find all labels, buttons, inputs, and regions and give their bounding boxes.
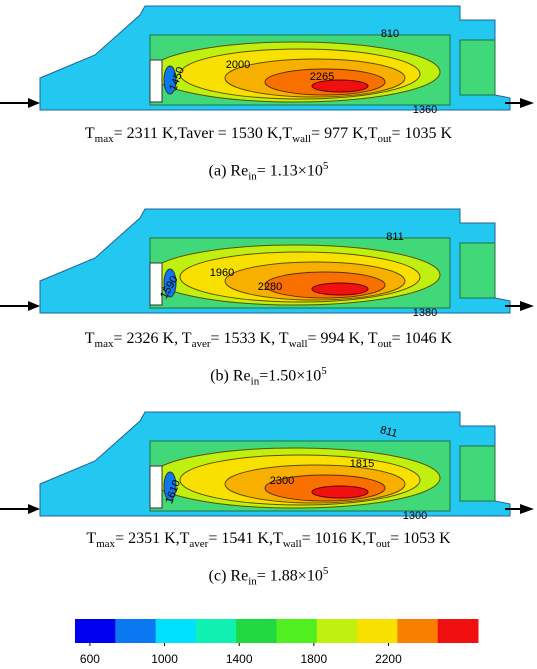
superscript: 5 <box>323 565 329 577</box>
text: = 2326 K, T <box>114 330 192 347</box>
arrow-head <box>28 98 40 108</box>
contour-label: 2000 <box>226 59 250 71</box>
text: = 1016 K,T <box>302 530 376 547</box>
text: (c) Re <box>209 567 249 584</box>
text: = 2311 K,Taver = 1530 K,T <box>114 125 293 142</box>
outer-pocket <box>460 446 495 501</box>
text: = 1533 K, T <box>211 330 289 347</box>
colorbar: 600 1000 1400 1800 2200 <box>0 609 537 669</box>
text: T <box>85 330 95 347</box>
colorbar-swatch <box>115 619 156 643</box>
contour-label: 810 <box>381 28 399 40</box>
arrow-head <box>28 301 40 311</box>
text: (b) Re <box>210 367 250 384</box>
colorbar-swatch <box>438 619 479 643</box>
subscript: in <box>248 576 257 588</box>
outer-pocket <box>460 243 495 298</box>
subscript: wall <box>289 338 308 350</box>
text: = 1053 K <box>390 530 451 547</box>
zone <box>312 283 368 295</box>
superscript: 5 <box>321 365 327 377</box>
inlet-block <box>150 263 162 305</box>
subscript: max <box>95 133 114 145</box>
subscript: wall <box>292 133 311 145</box>
colorbar-swatch <box>236 619 277 643</box>
arrow-head <box>520 98 534 108</box>
stats-line: Tmax= 2351 K,Taver= 1541 K,Twall= 1016 K… <box>0 530 537 550</box>
caption: (b) Rein=1.50×105 <box>0 365 537 388</box>
colorbar-tick-label: 1400 <box>226 652 253 666</box>
colorbar-tick-label: 1000 <box>151 652 178 666</box>
text: = 1.88×10 <box>257 567 323 584</box>
colorbar-swatch <box>317 619 358 643</box>
arrow-head <box>520 504 534 514</box>
colorbar-tick-label: 600 <box>80 652 100 666</box>
colorbar-swatch <box>397 619 438 643</box>
arrow-head <box>28 504 40 514</box>
colorbar-swatch <box>75 619 116 643</box>
text: = 994 K, T <box>308 330 378 347</box>
text: = 1046 K <box>392 330 453 347</box>
contour-label: 1960 <box>210 267 234 279</box>
subscript: out <box>377 133 391 145</box>
contour-label: 2280 <box>258 281 282 293</box>
plot-body <box>0 209 534 313</box>
contour-label: 1360 <box>413 104 437 116</box>
plot-body <box>0 412 534 516</box>
plot-body <box>0 6 534 110</box>
subscript: in <box>251 376 260 388</box>
zone <box>312 486 368 498</box>
contour-label: 811 <box>386 231 404 243</box>
text: =1.50×10 <box>259 367 321 384</box>
text: = 977 K,T <box>311 125 377 142</box>
contour-label: 2300 <box>270 475 294 487</box>
contour-label: 1300 <box>403 510 427 522</box>
subscript: out <box>378 338 392 350</box>
stats-line: Tmax= 2311 K,Taver = 1530 K,Twall= 977 K… <box>0 125 537 145</box>
subscript: aver <box>189 538 208 550</box>
caption: (c) Rein= 1.88×105 <box>0 565 537 588</box>
stats-line: Tmax= 2326 K, Taver= 1533 K, Twall= 994 … <box>0 330 537 350</box>
contour-label: 2265 <box>310 71 334 83</box>
contour-label: 1815 <box>350 458 374 470</box>
colorbar-tick-label: 2200 <box>375 652 402 666</box>
text: = 1.13×10 <box>257 162 323 179</box>
caption: (a) Rein= 1.13×105 <box>0 160 537 183</box>
text: = 1541 K,T <box>208 530 282 547</box>
subscript: out <box>376 538 390 550</box>
page: {"panels":[ {"contour_labels":["810","20… <box>0 0 537 669</box>
outer-pocket <box>460 40 495 95</box>
colorbar-swatch <box>357 619 398 643</box>
subscript: in <box>248 171 257 183</box>
text: T <box>86 530 96 547</box>
subscript: max <box>95 338 114 350</box>
subscript: aver <box>192 338 211 350</box>
colorbar-swatch <box>196 619 237 643</box>
superscript: 5 <box>323 160 329 172</box>
text: = 2351 K,T <box>115 530 189 547</box>
inlet-block <box>150 466 162 508</box>
contour-label: 1380 <box>413 307 437 319</box>
text: T <box>85 125 95 142</box>
subscript: max <box>96 538 115 550</box>
inlet-block <box>150 60 162 102</box>
subscript: wall <box>283 538 302 550</box>
text: = 1035 K <box>392 125 453 142</box>
arrow-head <box>520 301 534 311</box>
colorbar-tick-label: 1800 <box>300 652 327 666</box>
colorbar-swatch <box>277 619 318 643</box>
colorbar-swatch <box>156 619 197 643</box>
text: (a) Re <box>209 162 249 179</box>
